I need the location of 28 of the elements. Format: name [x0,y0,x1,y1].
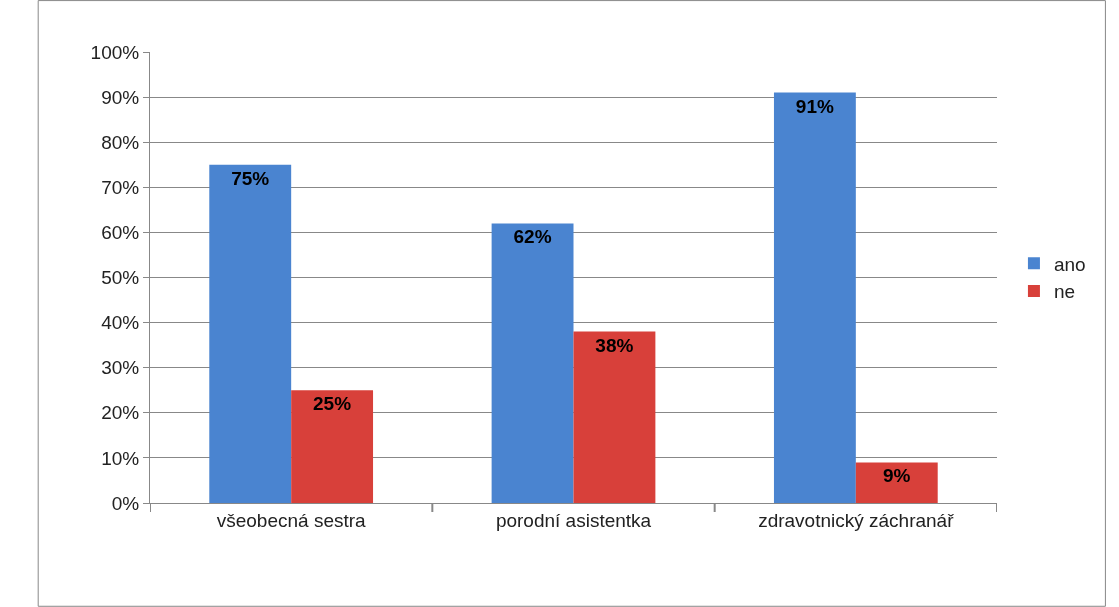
x-tick-label: porodní asistentka [495,509,652,531]
bar [573,331,656,503]
legend-label: ne [1053,281,1076,303]
x-tick-label: zdravotnický záchranář [758,509,955,531]
y-tick-label: 20% [101,402,140,424]
bar [491,223,574,503]
legend-label: ano [1053,253,1086,275]
y-tick-label: 60% [101,222,140,244]
y-tick-label: 70% [101,176,140,198]
data-label: 38% [595,334,634,356]
data-label: 25% [313,393,352,415]
y-tick-label: 0% [111,492,140,514]
y-tick-label: 90% [101,86,140,108]
bar [291,390,374,503]
data-label: 75% [231,167,270,189]
data-label: 62% [513,226,552,248]
bar [209,164,292,503]
y-tick-label: 80% [101,131,140,153]
y-tick-label: 30% [101,357,140,379]
y-tick-label: 40% [101,312,140,334]
data-label: 9% [882,465,911,487]
x-tick-label: všeobecná sestra [216,509,367,531]
y-tick-label: 10% [101,447,140,469]
bar [773,92,856,503]
y-tick-label: 50% [101,267,140,289]
bar [855,462,938,503]
data-label: 91% [795,95,834,117]
y-tick-label: 100% [90,41,140,63]
